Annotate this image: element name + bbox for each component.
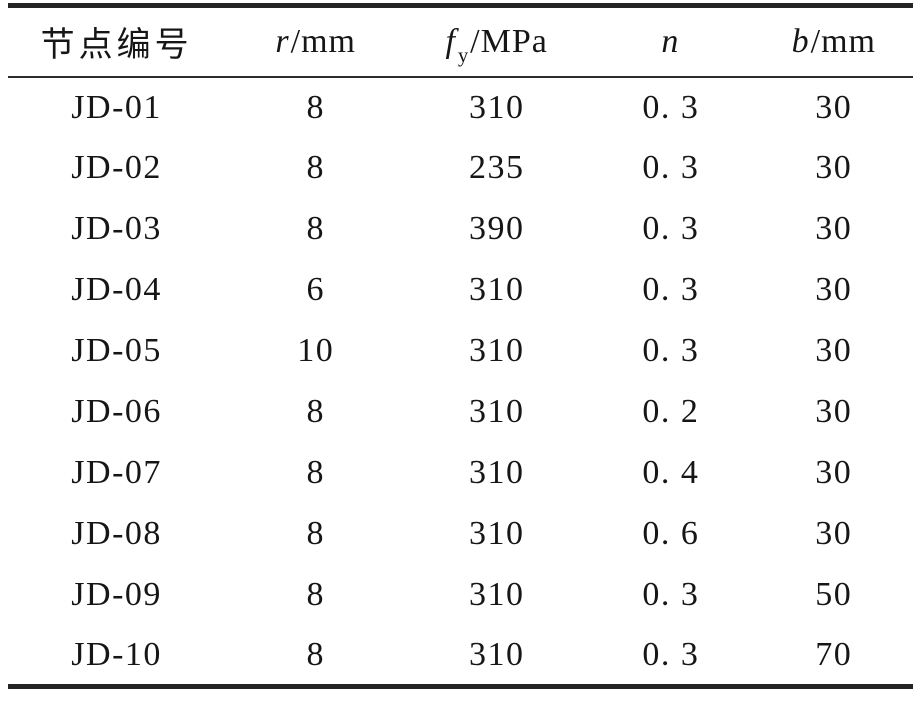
table-body: JD-01 8 310 0. 3 30 JD-02 8 235 0. 3 30 JD-03 8 390 0… bbox=[8, 77, 913, 687]
joint-id-cell: JD-04 bbox=[71, 271, 162, 308]
joint-id-cell: JD-06 bbox=[71, 393, 162, 430]
joint-id-cell: JD-05 bbox=[71, 332, 162, 369]
value-cell: 8 bbox=[306, 210, 325, 247]
value-cell: 8 bbox=[306, 88, 325, 126]
value-cell: 310 bbox=[468, 454, 525, 491]
value-cell: 0. 6 bbox=[642, 515, 700, 552]
value-cell: 0. 3 bbox=[642, 88, 700, 126]
value-cell: 50 bbox=[815, 576, 853, 613]
column-header-variable: n bbox=[661, 22, 679, 60]
joint-id-cell: JD-01 bbox=[71, 88, 162, 126]
value-cell: 70 bbox=[815, 635, 853, 673]
column-header-unit: /mm bbox=[290, 22, 356, 60]
table-row: JD-04 6 310 0. 3 30 bbox=[8, 260, 913, 321]
value-cell: 6 bbox=[306, 271, 325, 308]
value-cell: 310 bbox=[468, 515, 525, 552]
table-row: JD-01 8 310 0. 3 30 bbox=[8, 77, 913, 138]
value-cell: 310 bbox=[468, 332, 525, 369]
column-header-label: 节点编号 bbox=[40, 27, 193, 65]
value-cell: 30 bbox=[815, 454, 853, 491]
joint-id-cell: JD-09 bbox=[71, 576, 162, 613]
column-header-variable: f bbox=[445, 22, 455, 60]
value-cell: 310 bbox=[468, 393, 525, 430]
table-row: JD-08 8 310 0. 6 30 bbox=[8, 504, 913, 565]
value-cell: 30 bbox=[815, 271, 853, 308]
value-cell: 0. 3 bbox=[642, 210, 700, 247]
column-header: f y/MPa bbox=[406, 5, 588, 78]
value-cell: 30 bbox=[815, 332, 853, 369]
column-header-variable: r bbox=[275, 22, 289, 60]
table-row: JD-02 8 235 0. 3 30 bbox=[8, 138, 913, 199]
value-cell: 235 bbox=[468, 149, 525, 186]
joint-id-cell: JD-03 bbox=[71, 210, 162, 247]
joint-id-cell: JD-10 bbox=[71, 635, 162, 673]
value-cell: 10 bbox=[297, 332, 335, 369]
value-cell: 0. 3 bbox=[642, 149, 700, 186]
joint-id-cell: JD-07 bbox=[71, 454, 162, 491]
value-cell: 30 bbox=[815, 210, 853, 247]
table-header: 节点编号 r/mm f y/MPa n b/mm bbox=[8, 5, 913, 78]
column-header-subscript: y bbox=[457, 44, 469, 67]
column-header: n bbox=[587, 5, 755, 78]
table-row: JD-03 8 390 0. 3 30 bbox=[8, 199, 913, 260]
header-row: 节点编号 r/mm f y/MPa n b/mm bbox=[8, 5, 913, 78]
value-cell: 0. 2 bbox=[642, 393, 700, 430]
column-header: r/mm bbox=[225, 5, 407, 78]
value-cell: 8 bbox=[306, 393, 325, 430]
value-cell: 8 bbox=[306, 576, 325, 613]
value-cell: 8 bbox=[306, 635, 325, 673]
value-cell: 310 bbox=[468, 635, 525, 673]
table-row: JD-07 8 310 0. 4 30 bbox=[8, 443, 913, 504]
value-cell: 0. 3 bbox=[642, 271, 700, 308]
value-cell: 310 bbox=[468, 271, 525, 308]
value-cell: 0. 4 bbox=[642, 454, 700, 491]
value-cell: 8 bbox=[306, 515, 325, 552]
column-header-unit: /MPa bbox=[470, 22, 548, 60]
value-cell: 8 bbox=[306, 454, 325, 491]
table-row: JD-06 8 310 0. 2 30 bbox=[8, 382, 913, 443]
value-cell: 310 bbox=[468, 576, 525, 613]
value-cell: 0. 3 bbox=[642, 576, 700, 613]
joint-parameters-table: 节点编号 r/mm f y/MPa n b/mm JD-01 8 310 0. 3 30 JD-02… bbox=[8, 3, 913, 689]
value-cell: 0. 3 bbox=[642, 635, 700, 673]
value-cell: 30 bbox=[815, 515, 853, 552]
table-row: JD-09 8 310 0. 3 50 bbox=[8, 565, 913, 626]
value-cell: 0. 3 bbox=[642, 332, 700, 369]
joint-id-cell: JD-02 bbox=[71, 149, 162, 186]
value-cell: 310 bbox=[468, 88, 525, 126]
column-header: b/mm bbox=[754, 5, 913, 78]
column-header: 节点编号 bbox=[8, 5, 226, 78]
value-cell: 30 bbox=[815, 149, 853, 186]
table-row: JD-10 8 310 0. 3 70 bbox=[8, 626, 913, 687]
value-cell: 30 bbox=[815, 88, 853, 126]
table-row: JD-05 10 310 0. 3 30 bbox=[8, 321, 913, 382]
value-cell: 390 bbox=[468, 210, 525, 247]
value-cell: 8 bbox=[306, 149, 325, 186]
column-header-unit: /mm bbox=[810, 22, 876, 60]
joint-id-cell: JD-08 bbox=[71, 515, 162, 552]
value-cell: 30 bbox=[815, 393, 853, 430]
column-header-variable: b bbox=[791, 22, 809, 60]
